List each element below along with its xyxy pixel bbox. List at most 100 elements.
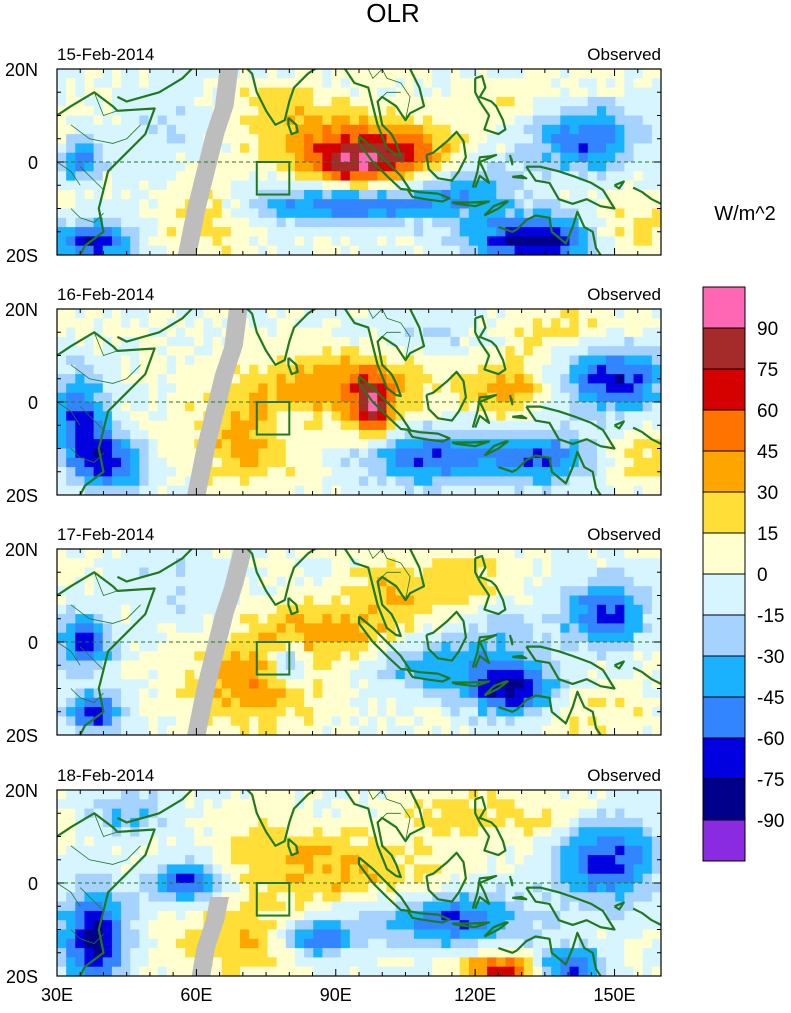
field-cell bbox=[139, 429, 150, 440]
field-cell bbox=[377, 364, 388, 375]
field-cell bbox=[102, 208, 113, 219]
field-cell bbox=[84, 87, 95, 98]
field-cell bbox=[185, 883, 195, 893]
field-cell bbox=[313, 549, 323, 559]
field-cell bbox=[130, 567, 140, 578]
field-cell bbox=[514, 180, 525, 191]
field-cell bbox=[340, 309, 351, 319]
field-cell bbox=[322, 476, 333, 487]
field-cell bbox=[468, 558, 479, 569]
field-cell bbox=[441, 420, 452, 431]
field-cell bbox=[111, 576, 122, 587]
field-cell bbox=[496, 96, 507, 107]
field-cell bbox=[322, 799, 333, 810]
field-cell bbox=[57, 485, 67, 495]
field-cell bbox=[404, 688, 415, 699]
field-cell bbox=[642, 595, 653, 606]
field-cell bbox=[75, 476, 86, 487]
field-cell bbox=[93, 355, 104, 366]
field-cell bbox=[313, 309, 323, 319]
field-cell bbox=[185, 448, 195, 459]
field-cell bbox=[477, 78, 488, 89]
field-cell bbox=[468, 476, 479, 487]
field-cell bbox=[322, 845, 333, 856]
field-cell bbox=[505, 355, 516, 366]
field-cell bbox=[230, 623, 241, 634]
field-cell bbox=[340, 790, 351, 800]
field-cell bbox=[368, 725, 378, 735]
field-cell bbox=[596, 336, 607, 347]
field-cell bbox=[304, 707, 314, 717]
field-cell bbox=[221, 162, 232, 172]
field-cell bbox=[258, 392, 269, 403]
field-cell bbox=[331, 124, 342, 135]
field-cell bbox=[285, 873, 296, 884]
field-cell bbox=[432, 96, 442, 107]
field-cell bbox=[267, 707, 278, 717]
field-cell bbox=[166, 236, 177, 247]
field-cell bbox=[624, 873, 635, 884]
field-cell bbox=[587, 69, 598, 79]
field-cell bbox=[578, 392, 589, 403]
field-cell bbox=[505, 448, 516, 459]
field-cell bbox=[359, 429, 369, 440]
field-cell bbox=[331, 679, 342, 690]
field-cell bbox=[194, 392, 205, 403]
field-cell bbox=[111, 457, 122, 468]
field-cell bbox=[441, 327, 452, 338]
field-cell bbox=[377, 78, 388, 89]
field-cell bbox=[651, 873, 661, 884]
field-cell bbox=[111, 448, 122, 459]
field-cell bbox=[368, 883, 378, 893]
field-cell bbox=[459, 558, 470, 569]
field-cell bbox=[111, 383, 122, 394]
field-cell bbox=[505, 180, 516, 191]
field-cell bbox=[560, 115, 571, 126]
field-cell bbox=[459, 467, 470, 477]
field-cell bbox=[633, 827, 644, 838]
field-cell bbox=[166, 309, 177, 319]
field-cell bbox=[359, 180, 369, 191]
field-cell bbox=[606, 336, 616, 347]
field-cell bbox=[642, 439, 653, 450]
field-cell bbox=[121, 873, 131, 884]
field-cell bbox=[249, 383, 259, 394]
field-cell bbox=[84, 790, 95, 800]
field-cell bbox=[130, 355, 140, 366]
field-cell bbox=[322, 364, 333, 375]
field-cell bbox=[441, 245, 452, 255]
field-cell bbox=[322, 604, 333, 615]
field-cell bbox=[304, 429, 314, 440]
field-cell bbox=[477, 309, 488, 319]
field-cell bbox=[432, 799, 442, 810]
field-cell bbox=[651, 651, 661, 662]
field-cell bbox=[294, 660, 305, 671]
field-cell bbox=[84, 96, 95, 107]
field-cell bbox=[477, 558, 488, 569]
field-cell bbox=[258, 688, 269, 699]
field-cell bbox=[514, 318, 525, 329]
field-cell bbox=[450, 115, 461, 126]
field-cell bbox=[413, 124, 424, 135]
field-cell bbox=[285, 827, 296, 838]
field-cell bbox=[322, 467, 333, 477]
field-cell bbox=[487, 180, 497, 191]
field-cell bbox=[185, 808, 195, 819]
field-cell bbox=[450, 873, 461, 884]
field-cell bbox=[93, 392, 104, 403]
field-cell bbox=[157, 448, 168, 459]
field-cell bbox=[294, 383, 305, 394]
field-cell bbox=[111, 679, 122, 690]
country-border bbox=[70, 604, 141, 624]
field-cell bbox=[450, 632, 461, 643]
field-cell bbox=[130, 827, 140, 838]
field-cell bbox=[276, 688, 287, 699]
field-cell bbox=[93, 448, 104, 459]
field-cell bbox=[121, 309, 131, 319]
field-cell bbox=[111, 78, 122, 89]
field-cell bbox=[331, 660, 342, 671]
field-cell bbox=[102, 78, 113, 89]
field-cell bbox=[240, 180, 250, 191]
field-cell bbox=[569, 669, 580, 680]
field-cell bbox=[615, 227, 625, 237]
